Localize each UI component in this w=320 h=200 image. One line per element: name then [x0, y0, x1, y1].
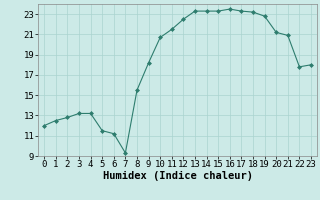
X-axis label: Humidex (Indice chaleur): Humidex (Indice chaleur): [103, 171, 252, 181]
